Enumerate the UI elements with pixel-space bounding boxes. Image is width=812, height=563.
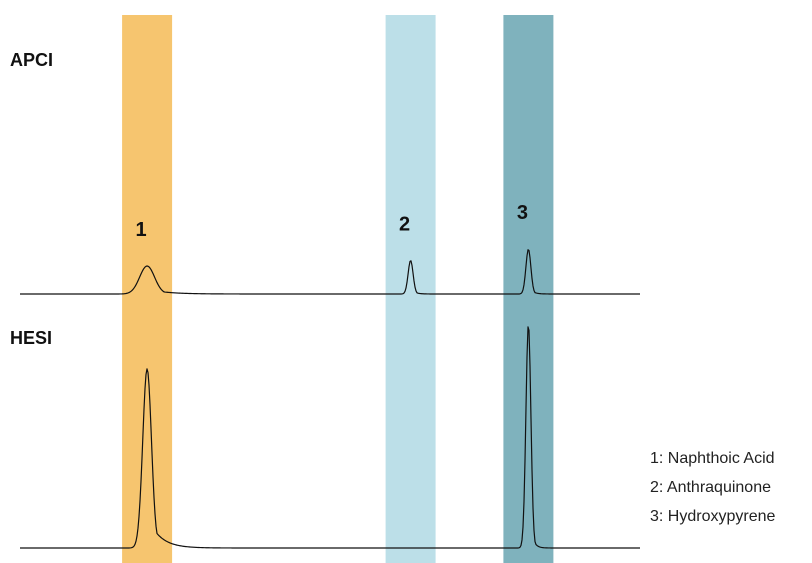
peak-label-3: 3 xyxy=(517,202,528,224)
peak-band-2 xyxy=(385,15,436,563)
labels: APCI 1 2 3 HESI xyxy=(10,50,528,348)
legend-entry-3: 3: Hydroxypyrene xyxy=(650,508,775,525)
legend: 1: Naphthoic Acid 2: Anthraquinone 3: Hydr… xyxy=(650,450,775,525)
trace-apci xyxy=(20,249,640,295)
peak-label-2: 2 xyxy=(399,213,410,235)
peak-band-1 xyxy=(122,15,173,563)
legend-entry-1: 1: Naphthoic Acid xyxy=(650,450,775,467)
peak-bands xyxy=(122,15,554,563)
peak-label-1: 1 xyxy=(136,219,147,241)
traces xyxy=(20,249,640,549)
trace-label-apci: APCI xyxy=(10,50,53,70)
legend-entry-2: 2: Anthraquinone xyxy=(650,479,771,496)
trace-hesi xyxy=(20,326,640,549)
peak-band-3 xyxy=(503,15,554,563)
trace-label-hesi: HESI xyxy=(10,328,52,348)
